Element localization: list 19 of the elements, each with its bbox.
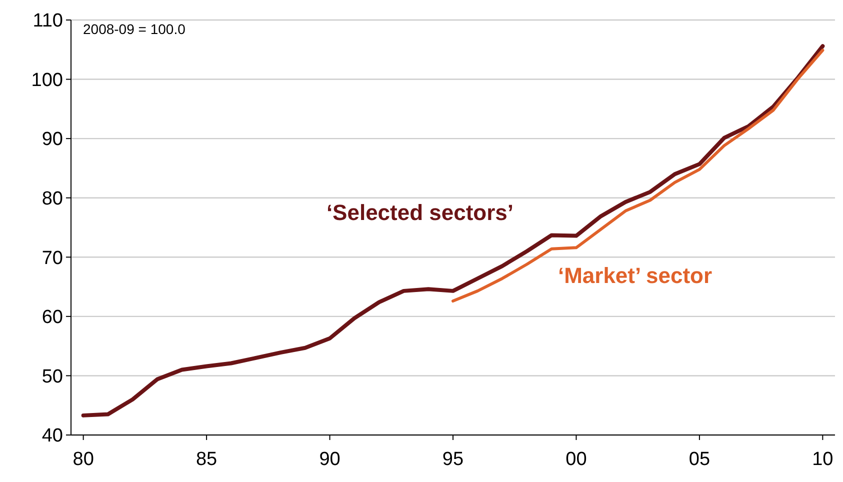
y-tick-label: 40	[42, 426, 63, 447]
y-tick-label: 90	[42, 129, 63, 150]
y-tick-label: 100	[31, 70, 63, 91]
x-tick-label: 90	[319, 449, 340, 470]
y-tick-label: 80	[42, 188, 63, 210]
x-tick-label: 80	[72, 449, 94, 470]
x-tick-label: 85	[196, 449, 218, 470]
y-tick-label: 50	[42, 366, 63, 388]
x-tick-label: 95	[442, 449, 464, 470]
series-label: ‘Selected sectors’	[326, 200, 514, 225]
x-tick-label: 05	[688, 449, 710, 470]
x-tick-label: 00	[566, 449, 587, 470]
y-tick-label: 70	[42, 248, 63, 269]
annotation: 2008-09 = 100.0	[83, 21, 186, 37]
line-series	[81, 44, 825, 418]
y-tick-label: 60	[42, 307, 63, 328]
x-tick-label: 10	[812, 449, 834, 470]
y-tick-label: 110	[32, 10, 63, 32]
series-label: ‘Market’ sector	[558, 263, 712, 288]
